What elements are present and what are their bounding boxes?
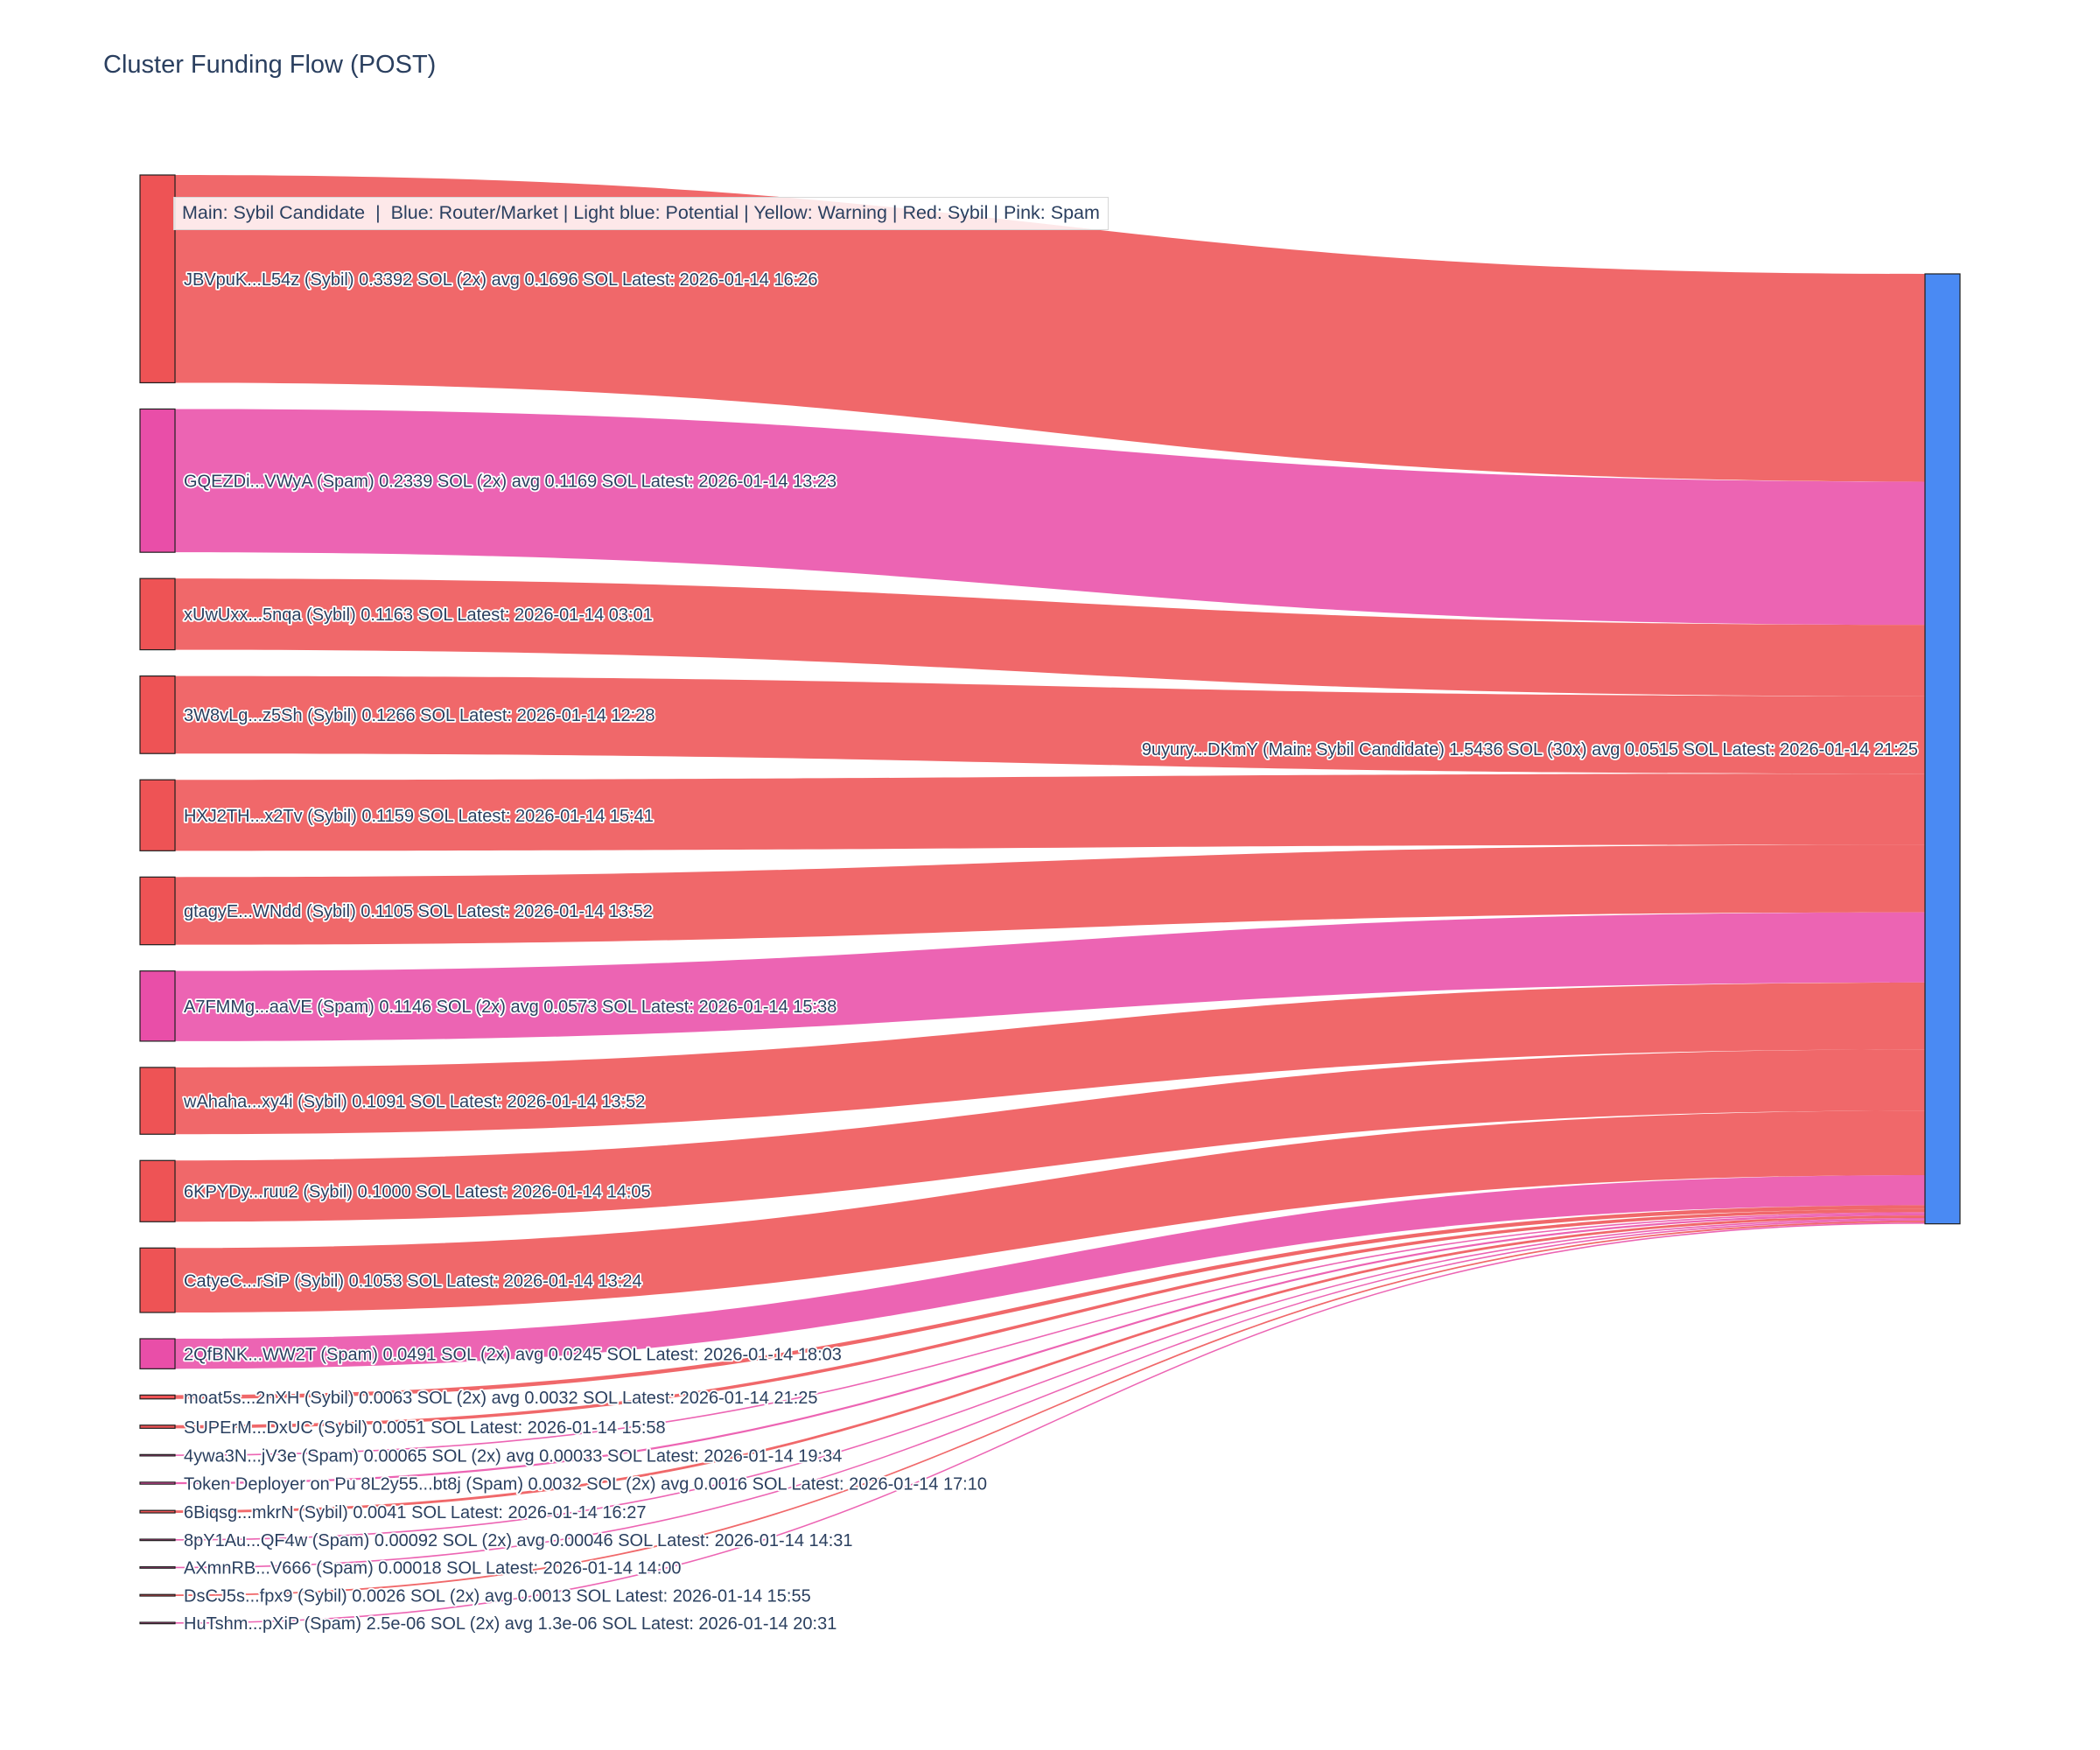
sankey-link-CatyeC...rSiP[interactable] (175, 1110, 1925, 1312)
sankey-source-node-6Biqsg...mkrN[interactable] (139, 1509, 176, 1514)
sankey-link-8L2y55...bt8j[interactable] (175, 1213, 1925, 1485)
sankey-source-node-moat5s...2nXH[interactable] (139, 1394, 176, 1400)
sankey-source-label-moat5s...2nXH: moat5s...2nXH (Sybil) 0.0063 SOL (2x) av… (184, 1389, 818, 1408)
sankey-link-xUwUxx...5nqa[interactable] (175, 578, 1925, 696)
sankey-source-node-A7FMMg...aaVE[interactable] (139, 970, 176, 1042)
sankey-source-label-A7FMMg...aaVE: A7FMMg...aaVE (Spam) 0.1146 SOL (2x) avg… (184, 998, 836, 1017)
sankey-source-node-DsCJ5s...fpx9[interactable] (139, 1593, 176, 1597)
sankey-source-node-xUwUxx...5nqa[interactable] (139, 578, 176, 651)
sankey-source-label-2QfBNK...WW2T: 2QfBNK...WW2T (Spam) 0.0491 SOL (2x) avg… (184, 1345, 842, 1364)
sankey-source-label-CatyeC...rSiP: CatyeC...rSiP (Sybil) 0.1053 SOL Latest:… (184, 1271, 642, 1291)
sankey-source-label-6Biqsg...mkrN: 6Biqsg...mkrN (Sybil) 0.0041 SOL Latest:… (184, 1503, 646, 1522)
sankey-link-AXmnRB...V666[interactable] (175, 1219, 1925, 1569)
sankey-link-gtagyE...WNdd[interactable] (175, 844, 1925, 945)
sankey-links (175, 175, 1925, 1624)
sankey-source-node-HuTshm...pXiP[interactable] (139, 1621, 176, 1625)
sankey-source-node-CatyeC...rSiP[interactable] (139, 1247, 176, 1313)
sankey-source-node-2QfBNK...WW2T[interactable] (139, 1338, 176, 1369)
sankey-source-label-6KPYDy...ruu2: 6KPYDy...ruu2 (Sybil) 0.1000 SOL Latest:… (184, 1182, 651, 1201)
sankey-source-node-4ywa3N...jV3e[interactable] (139, 1453, 176, 1457)
sankey-labels: JBVpuK...L54z (Sybil) 0.3392 SOL (2x) av… (181, 269, 1920, 1635)
sankey-link-6Biqsg...mkrN[interactable] (175, 1215, 1925, 1514)
sankey-source-node-6KPYDy...ruu2[interactable] (139, 1159, 176, 1222)
sankey-link-A7FMMg...aaVE[interactable] (175, 912, 1925, 1041)
sankey-source-label-AXmnRB...V666: AXmnRB...V666 (Spam) 0.00018 SOL Latest:… (184, 1559, 682, 1578)
legend-note: Main: Sybil Candidate | Blue: Router/Mar… (173, 197, 1109, 230)
sankey-link-GQEZDi...VWyA[interactable] (175, 409, 1925, 626)
sankey-source-label-GQEZDi...VWyA: GQEZDi...VWyA (Spam) 0.2339 SOL (2x) avg… (184, 472, 836, 492)
sankey-link-HXJ2TH...x2Tv[interactable] (175, 774, 1925, 851)
sankey-source-label-xUwUxx...5nqa: xUwUxx...5nqa (Sybil) 0.1163 SOL Latest:… (184, 606, 653, 625)
chart-title: Cluster Funding Flow (POST) (103, 51, 437, 79)
sankey-source-label-4ywa3N...jV3e: 4ywa3N...jV3e (Spam) 0.00065 SOL (2x) av… (184, 1446, 842, 1466)
sankey-source-label-HuTshm...pXiP: HuTshm...pXiP (Spam) 2.5e-06 SOL (2x) av… (184, 1614, 836, 1634)
sankey-link-8pY1Au...QF4w[interactable] (175, 1218, 1925, 1541)
sankey-source-label-JBVpuK...L54z: JBVpuK...L54z (Sybil) 0.3392 SOL (2x) av… (184, 270, 818, 290)
sankey-source-label-3W8vLg...z5Sh: 3W8vLg...z5Sh (Sybil) 0.1266 SOL Latest:… (184, 706, 654, 725)
sankey-source-label-wAhaha...xy4i: wAhaha...xy4i (Sybil) 0.1091 SOL Latest:… (183, 1092, 645, 1111)
sankey-link-wAhaha...xy4i[interactable] (175, 982, 1925, 1135)
sankey-source-node-HXJ2TH...x2Tv[interactable] (139, 779, 176, 851)
sankey-link-2QfBNK...WW2T[interactable] (175, 1174, 1925, 1369)
sankey-source-label-8pY1Au...QF4w: 8pY1Au...QF4w (Spam) 0.00092 SOL (2x) av… (184, 1531, 853, 1550)
sankey-source-node-SUPErM...DxUC[interactable] (139, 1424, 176, 1429)
sankey-link-4ywa3N...jV3e[interactable] (175, 1212, 1925, 1456)
sankey-nodes (139, 174, 1961, 1625)
sankey-source-label-8L2y55...bt8j: Token Deployer on Pu 8L2y55...bt8j (Spam… (184, 1474, 987, 1494)
sankey-source-node-8L2y55...bt8j[interactable] (139, 1481, 176, 1485)
sankey-link-JBVpuK...L54z[interactable] (175, 175, 1925, 482)
sankey-target-node-9uyury...DKmY[interactable] (1924, 273, 1961, 1225)
sankey-link-6KPYDy...ruu2[interactable] (175, 1049, 1925, 1222)
sankey-source-label-HXJ2TH...x2Tv: HXJ2TH...x2Tv (Sybil) 0.1159 SOL Latest:… (184, 807, 654, 826)
sankey-link-HuTshm...pXiP[interactable] (175, 1222, 1925, 1624)
sankey-source-node-gtagyE...WNdd[interactable] (139, 876, 176, 946)
sankey-source-node-8pY1Au...QF4w[interactable] (139, 1538, 176, 1542)
sankey-link-SUPErM...DxUC[interactable] (175, 1208, 1925, 1429)
sankey-link-moat5s...2nXH[interactable] (175, 1205, 1925, 1399)
sankey-source-node-GQEZDi...VWyA[interactable] (139, 408, 176, 553)
sankey-source-node-JBVpuK...L54z[interactable] (139, 174, 176, 384)
sankey-source-label-DsCJ5s...fpx9: DsCJ5s...fpx9 (Sybil) 0.0026 SOL (2x) av… (184, 1586, 811, 1606)
sankey-target-label-9uyury...DKmY: 9uyury...DKmY (Main: Sybil Candidate) 1.… (1142, 740, 1918, 760)
sankey-source-node-3W8vLg...z5Sh[interactable] (139, 675, 176, 754)
sankey-link-DsCJ5s...fpx9[interactable] (175, 1221, 1925, 1597)
sankey-source-label-SUPErM...DxUC: SUPErM...DxUC (Sybil) 0.0051 SOL Latest:… (184, 1418, 666, 1438)
sankey-source-node-wAhaha...xy4i[interactable] (139, 1067, 176, 1135)
sankey-source-label-gtagyE...WNdd: gtagyE...WNdd (Sybil) 0.1105 SOL Latest:… (184, 902, 653, 921)
sankey-link-3W8vLg...z5Sh[interactable] (175, 676, 1925, 774)
sankey-source-node-AXmnRB...V666[interactable] (139, 1566, 176, 1569)
